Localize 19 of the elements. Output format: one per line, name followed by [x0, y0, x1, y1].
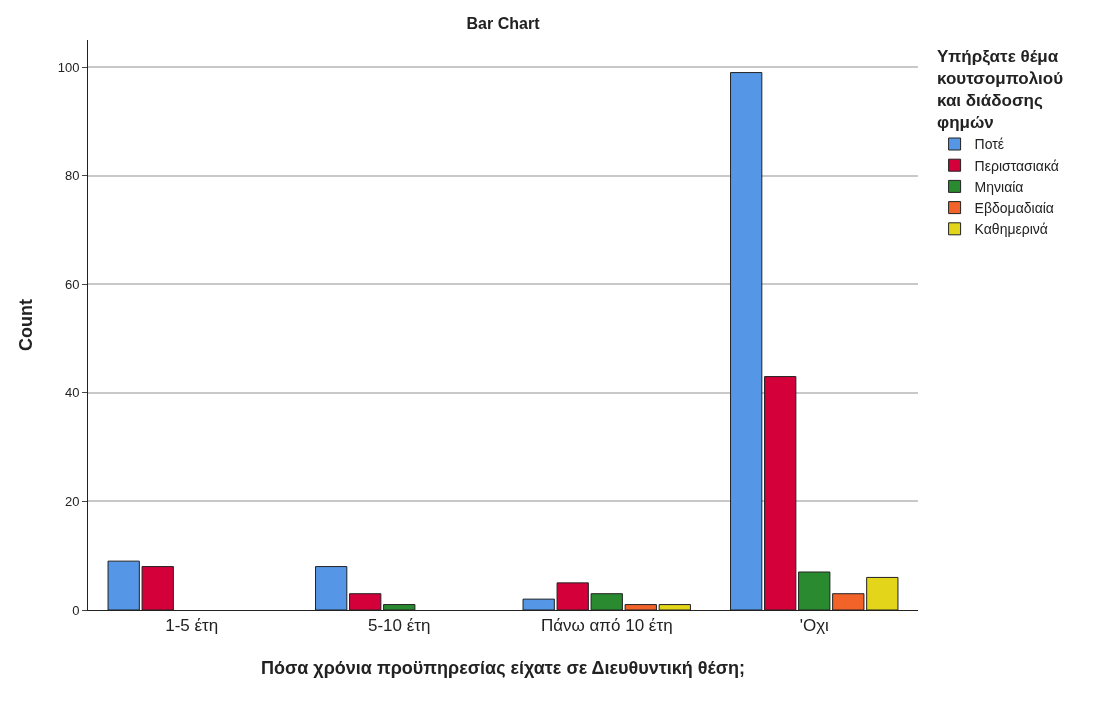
y-tick-label: 20 [64, 493, 80, 509]
legend-label: Ποτέ [974, 136, 1005, 153]
y-tick-label: 0 [72, 602, 80, 618]
legend-label: Καθημερινά [974, 221, 1048, 238]
legend-label: Μηνιαία [974, 178, 1024, 195]
x-tick-label: 'Οχι [799, 616, 830, 636]
y-tick-label: 40 [64, 385, 80, 401]
legend-label: Περιστασιακά [974, 157, 1059, 174]
y-axis-title: Count [15, 299, 36, 351]
y-tick-label: 60 [64, 276, 80, 292]
legend-title: Υπήρξατε θέμα κουτσομπολιού και διάδοσης φημών [936, 47, 1064, 133]
y-tick-label: 100 [57, 59, 80, 75]
x-axis-title: Πόσα χρόνια προϋπηρεσίας είχατε σε Διευθυντική θέση; [260, 657, 746, 678]
y-tick-label: 80 [64, 168, 80, 184]
legend-label: Εβδομαδιαία [974, 200, 1054, 217]
x-tick-label: 5-10 έτη [368, 616, 431, 636]
x-tick-label: 1-5 έτη [165, 616, 219, 636]
chart-title: Bar Chart [466, 14, 541, 32]
x-tick-label: Πάνω από 10 έτη [540, 616, 673, 636]
